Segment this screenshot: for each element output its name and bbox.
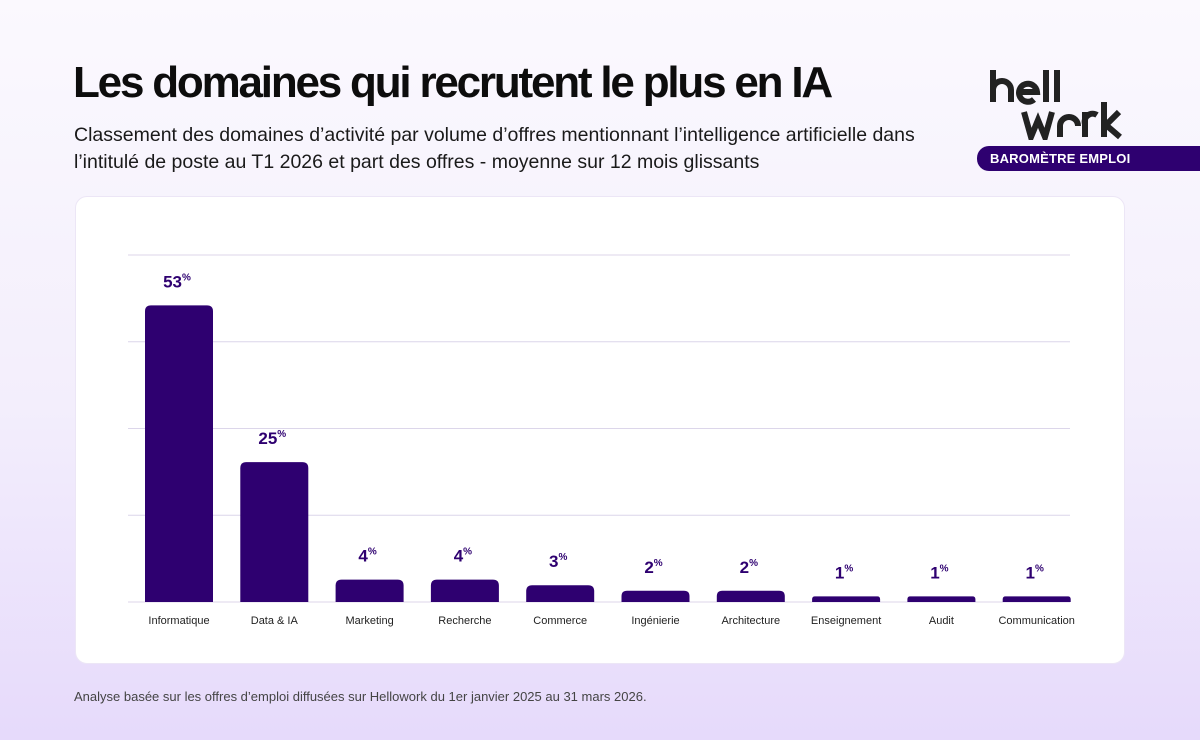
category-label: Data & IA (251, 615, 299, 627)
data-label: 25% (258, 429, 286, 448)
footnote: Analyse basée sur les offres d’emploi di… (74, 689, 647, 704)
data-label: 4% (454, 547, 472, 566)
data-label: 1% (835, 563, 853, 582)
bar-9 (1002, 596, 1071, 602)
bar-1 (240, 462, 309, 602)
category-label: Informatique (148, 615, 209, 627)
category-label: Recherche (438, 615, 491, 627)
bar-3 (430, 579, 499, 602)
hellowork-logo (990, 70, 1122, 140)
category-label: Marketing (345, 615, 393, 627)
category-label: Architecture (721, 615, 780, 627)
bar-2 (335, 579, 404, 602)
page-title: Les domaines qui recrutent le plus en IA (73, 58, 833, 107)
category-label: Audit (929, 615, 954, 627)
bar-5 (621, 590, 690, 602)
bar-7 (812, 596, 881, 602)
data-label: 1% (1026, 563, 1044, 582)
category-label: Ingénierie (631, 615, 679, 627)
data-label: 3% (549, 552, 567, 571)
bar-4 (526, 585, 595, 602)
data-label: 2% (740, 558, 758, 577)
category-label: Commerce (533, 615, 587, 627)
bar-8 (907, 596, 976, 602)
category-label: Communication (998, 615, 1074, 627)
bar-0 (145, 305, 213, 602)
data-label: 4% (358, 547, 376, 566)
bar-6 (716, 590, 785, 602)
category-label: Enseignement (811, 615, 881, 627)
barometre-badge: BAROMÈTRE EMPLOI (977, 146, 1200, 171)
page-subtitle: Classement des domaines d’activité par v… (74, 124, 915, 173)
data-label: 2% (644, 558, 662, 577)
data-label: 53% (163, 272, 191, 291)
data-label: 1% (930, 563, 948, 582)
